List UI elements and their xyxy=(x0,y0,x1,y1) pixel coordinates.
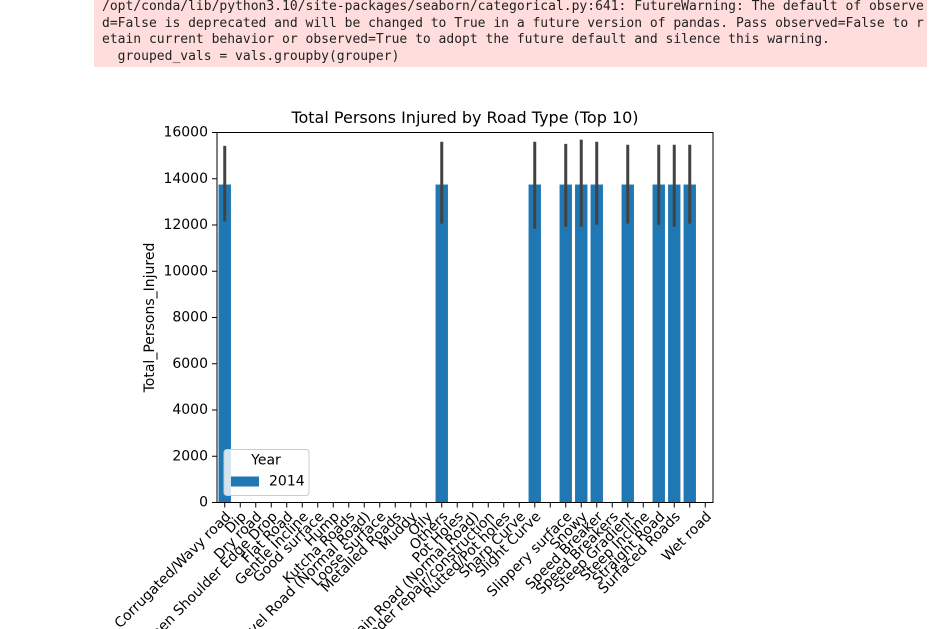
y-tick-label: 14000 xyxy=(163,171,208,187)
page: /opt/conda/lib/python3.10/site-packages/… xyxy=(94,0,927,629)
y-tick-label: 10000 xyxy=(163,263,208,279)
y-tick-label: 6000 xyxy=(172,356,208,372)
y-tick-label: 4000 xyxy=(172,402,208,418)
y-axis-label: Total_Persons_Injured xyxy=(142,243,158,394)
legend-swatch xyxy=(231,476,259,487)
y-tick-label: 12000 xyxy=(163,217,208,233)
y-tick-label: 16000 xyxy=(163,125,208,141)
warning-line: grouped_vals = vals.groupby(grouper) xyxy=(102,48,400,64)
bar xyxy=(559,184,572,503)
bar xyxy=(621,184,634,503)
bar xyxy=(652,184,665,503)
warning-line: /opt/conda/lib/python3.10/site-packages/… xyxy=(102,0,924,14)
bar xyxy=(435,184,448,503)
y-tick-label: 0 xyxy=(199,495,208,511)
bar xyxy=(668,184,681,503)
bar xyxy=(528,184,541,503)
y-tick-label: 8000 xyxy=(172,310,208,326)
chart: Total Persons Injured by Road Type (Top … xyxy=(112,108,715,629)
bar xyxy=(575,184,588,503)
legend-title: Year xyxy=(250,453,281,469)
bar xyxy=(218,184,231,503)
plot-frame xyxy=(216,132,714,503)
bar xyxy=(590,184,603,503)
y-tick-label: 2000 xyxy=(172,448,208,464)
chart-title: Total Persons Injured by Road Type (Top … xyxy=(290,108,638,127)
warning-box: /opt/conda/lib/python3.10/site-packages/… xyxy=(94,0,927,67)
legend-label: 2014 xyxy=(269,474,305,490)
warning-line: etain current behavior or observed=True … xyxy=(102,32,830,47)
warning-line: d=False is deprecated and will be change… xyxy=(102,15,924,31)
bar xyxy=(683,184,696,503)
